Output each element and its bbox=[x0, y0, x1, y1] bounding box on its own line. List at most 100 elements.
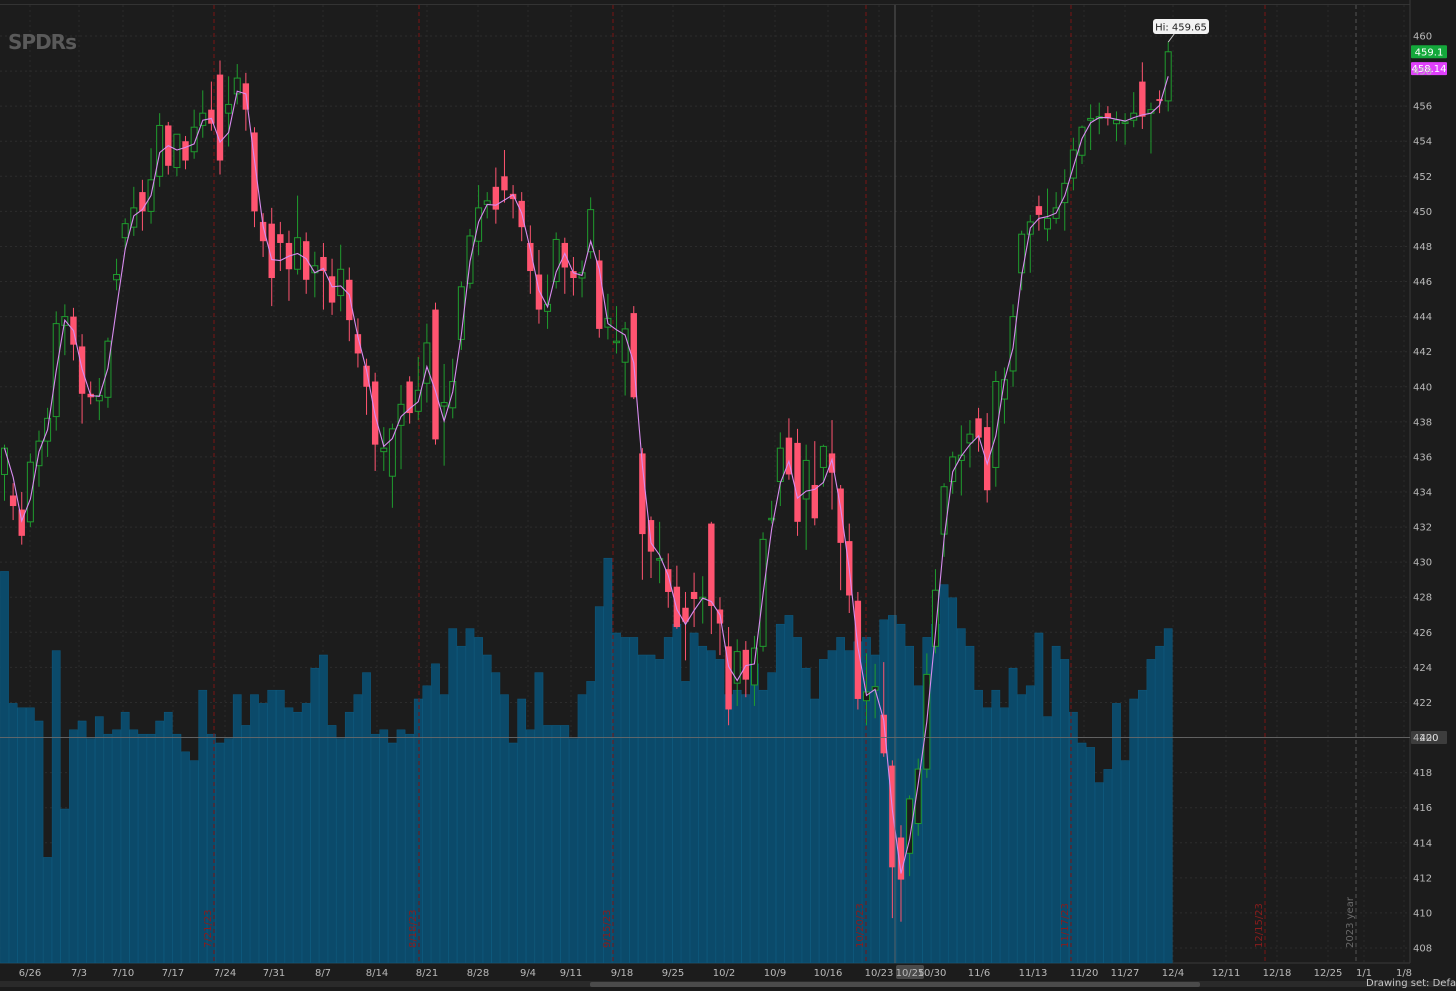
volume-bar bbox=[586, 681, 596, 964]
expiration-marker-label: 10/20/23 bbox=[855, 903, 866, 948]
crosshair-date-label: 10/25 bbox=[896, 968, 925, 979]
volume-bar bbox=[638, 654, 647, 964]
volume-bar bbox=[267, 689, 277, 964]
candle-body-up bbox=[656, 558, 664, 561]
volume-bar bbox=[982, 707, 992, 964]
candle-body-up bbox=[819, 445, 827, 468]
candle-body-down bbox=[251, 132, 258, 212]
volume-bar bbox=[939, 584, 949, 964]
volume-bar bbox=[258, 703, 268, 964]
candle-body-up bbox=[733, 651, 741, 684]
candle-body-down bbox=[828, 453, 836, 473]
x-tick-label: 8/7 bbox=[315, 968, 331, 979]
volume-bar bbox=[344, 711, 354, 964]
volume-bar bbox=[224, 738, 233, 964]
volume-bar bbox=[1051, 645, 1061, 964]
x-tick-label: 6/26 bbox=[19, 968, 41, 979]
y-tick-label: 436 bbox=[1413, 452, 1432, 463]
candle-body-up bbox=[552, 238, 560, 283]
y-tick-label: 450 bbox=[1413, 207, 1432, 218]
volume-bar bbox=[741, 694, 751, 964]
volume-bar bbox=[172, 733, 182, 964]
volume-bar bbox=[112, 729, 121, 964]
y-tick-label: 452 bbox=[1413, 172, 1432, 183]
candle-body-up bbox=[940, 486, 948, 535]
volume-bar bbox=[603, 557, 613, 964]
volume-bar bbox=[155, 720, 165, 964]
volume-bar bbox=[698, 645, 708, 964]
volume-bar bbox=[26, 707, 35, 964]
candle-body-down bbox=[682, 607, 689, 622]
volume-bar bbox=[1163, 628, 1173, 964]
volume-bar bbox=[594, 606, 604, 964]
ma-price-tag-box bbox=[1411, 62, 1447, 76]
volume-bar bbox=[819, 659, 828, 964]
volume-bar bbox=[810, 698, 820, 964]
candle-body-down bbox=[9, 495, 17, 507]
volume-bar bbox=[793, 637, 802, 964]
volume-bar bbox=[465, 628, 475, 964]
volume-bar bbox=[1043, 716, 1052, 964]
volume-bar bbox=[706, 650, 716, 964]
volume-bar bbox=[207, 733, 216, 964]
candle-body-down bbox=[561, 242, 568, 268]
volume-bar bbox=[1137, 689, 1147, 964]
candle-body-up bbox=[802, 459, 810, 500]
candle-body-up bbox=[397, 403, 405, 426]
candle-body-up bbox=[1069, 149, 1077, 179]
volume-bar bbox=[646, 654, 656, 964]
volume-bar bbox=[750, 663, 759, 964]
volume-bar bbox=[1008, 667, 1018, 964]
last-price-tag: 459.1 bbox=[1415, 47, 1444, 58]
candle-body-down bbox=[509, 193, 517, 200]
candle-body-down bbox=[363, 365, 370, 387]
candle-body-down bbox=[889, 765, 896, 868]
candle-body-down bbox=[983, 427, 991, 491]
candle-body-down bbox=[216, 74, 224, 161]
volume-bar bbox=[931, 623, 940, 964]
volume-bar bbox=[1146, 659, 1156, 964]
volume-bar bbox=[801, 667, 811, 964]
volume-bar bbox=[0, 571, 9, 964]
volume-bar bbox=[362, 672, 371, 964]
candle-body-down bbox=[346, 279, 353, 321]
candle-body-down bbox=[690, 591, 698, 599]
volume-bar bbox=[94, 716, 104, 964]
volume-bar bbox=[1120, 760, 1130, 964]
volume-bar bbox=[388, 742, 397, 964]
candle-body-up bbox=[906, 798, 914, 854]
x-tick-label: 10/23 bbox=[865, 968, 894, 979]
candle-body-down bbox=[785, 437, 793, 475]
volume-bar bbox=[560, 725, 570, 964]
y-tick-label: 454 bbox=[1413, 137, 1432, 148]
candle-body-up bbox=[1087, 117, 1095, 121]
volume-bar bbox=[396, 729, 406, 964]
y-tick-label: 416 bbox=[1413, 803, 1432, 814]
volume-bar bbox=[146, 733, 156, 964]
x-tick-label: 9/4 bbox=[520, 968, 536, 979]
volume-bar bbox=[129, 729, 139, 964]
x-tick-label: 10/30 bbox=[918, 968, 947, 979]
volume-bar bbox=[1112, 703, 1121, 964]
volume-bar bbox=[405, 733, 414, 964]
candle-body-down bbox=[277, 234, 284, 243]
candle-body-up bbox=[966, 433, 974, 444]
volume-bar bbox=[43, 857, 52, 964]
y-tick-label: 422 bbox=[1413, 698, 1432, 709]
drawing-set-label[interactable]: Drawing set: Default bbox=[1366, 978, 1456, 989]
candle-body-down bbox=[18, 509, 25, 536]
candle-body-down bbox=[182, 141, 189, 161]
crosshair-price-tag: 420 bbox=[1419, 733, 1438, 744]
volume-bar bbox=[474, 637, 483, 964]
x-tick-label: 9/11 bbox=[560, 968, 582, 979]
volume-bar bbox=[8, 703, 18, 964]
volume-bar bbox=[457, 645, 466, 964]
expiration-marker-label: 8/18/23 bbox=[408, 909, 419, 948]
scroll-thumb[interactable] bbox=[590, 982, 1200, 987]
volume-bar bbox=[543, 725, 552, 964]
candle-body-down bbox=[570, 271, 577, 279]
candle-body-down bbox=[432, 309, 439, 440]
candle-body-down bbox=[1139, 81, 1146, 117]
